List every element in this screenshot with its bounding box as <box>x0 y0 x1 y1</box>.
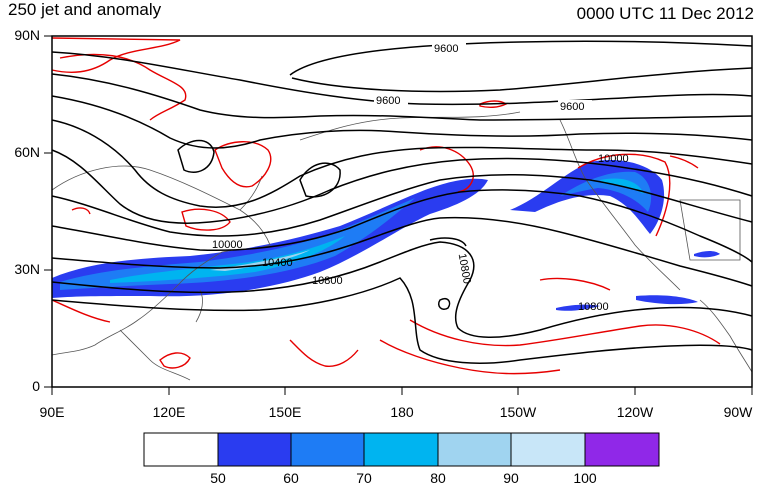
contour-label: 9600 <box>376 95 400 107</box>
contour-label: 10000 <box>598 153 629 165</box>
colorbar-box <box>584 432 660 467</box>
x-tick-label: 150W <box>499 404 537 420</box>
colorbar-label: 90 <box>503 470 519 486</box>
x-tick-label: 120W <box>616 404 654 420</box>
contour-label: 9600 <box>560 101 584 113</box>
x-tick-label: 120E <box>152 404 186 420</box>
colorbar <box>143 432 660 467</box>
tick-marks <box>44 35 753 395</box>
colorbar-box <box>437 432 512 467</box>
colorbar-label: 100 <box>573 470 597 486</box>
contour-label: 10800 <box>312 275 343 287</box>
coastlines <box>51 111 753 381</box>
colorbar-box <box>363 432 439 467</box>
colorbar-box <box>217 432 292 467</box>
colorbar-box <box>143 432 219 467</box>
date-label: 0000 UTC 11 Dec 2012 <box>576 4 754 23</box>
x-tick-label: 90W <box>723 404 753 420</box>
colorbar-label: 50 <box>210 470 226 486</box>
colorbar-box <box>510 432 586 467</box>
x-tick-label: 90E <box>39 404 65 420</box>
y-tick-label: 30N <box>14 261 40 277</box>
contour-label: 10800 <box>456 253 473 285</box>
x-tick-label: 150E <box>268 404 302 420</box>
y-tick-label: 0 <box>32 378 40 394</box>
x-tick-label: 180 <box>390 404 414 420</box>
colorbar-label: 60 <box>283 470 299 486</box>
colorbar-label: 80 <box>430 470 446 486</box>
colorbar-box <box>290 432 365 467</box>
contour-label: 10400 <box>262 257 293 269</box>
contour-label: 10000 <box>212 239 243 251</box>
y-tick-label: 90N <box>14 27 40 43</box>
map-title: 250 jet and anomaly <box>8 0 162 19</box>
contour-labels: 9600 9600 9600 10000 10400 10800 10800 1… <box>212 42 629 313</box>
colorbar-label: 70 <box>356 470 372 486</box>
y-tick-label: 60N <box>14 144 40 160</box>
contour-label: 9600 <box>434 43 458 55</box>
jet-shading <box>52 160 720 311</box>
anomaly-contours <box>51 37 721 375</box>
height-contours <box>51 40 753 364</box>
contour-label: 10800 <box>578 301 609 313</box>
